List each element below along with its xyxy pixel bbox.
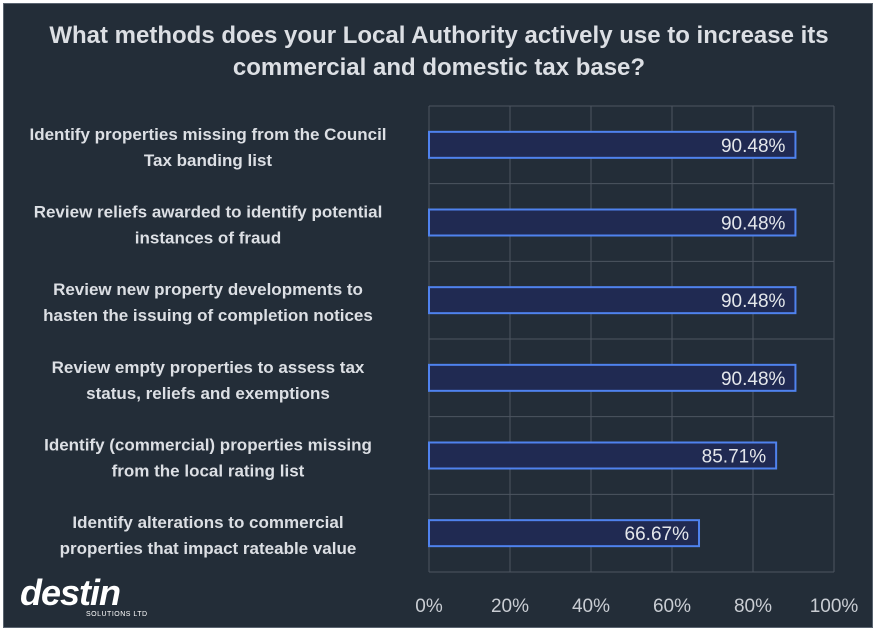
x-tick-label: 80% <box>734 596 772 617</box>
data-label: 90.48% <box>721 291 786 312</box>
category-label-line: Identify alterations to commercial <box>72 513 343 532</box>
category-label-line: properties that impact rateable value <box>60 539 357 558</box>
x-axis-ticks: 0% 20% 40% 60% 80% 100% <box>415 596 858 617</box>
category-label-line: Tax banding list <box>144 151 272 170</box>
category-label: Review new property developments to haste… <box>43 280 373 325</box>
category-label: Identify (commercial) properties missing… <box>44 436 372 481</box>
bar-5 <box>428 441 778 470</box>
category-label: Review empty properties to assess tax sta… <box>52 358 365 403</box>
logo-subtitle: SOLUTIONS LTD <box>86 611 148 618</box>
x-tick-label: 0% <box>415 596 443 617</box>
category-label-line: hasten the issuing of completion notices <box>43 306 373 325</box>
category-label-line: Review new property developments to <box>53 280 363 299</box>
x-tick-label: 20% <box>491 596 529 617</box>
category-label: Review reliefs awarded to identify poten… <box>34 203 383 248</box>
category-label-line: Identify (commercial) properties missing <box>44 436 372 455</box>
category-label: Identify alterations to commercial proper… <box>60 513 357 558</box>
data-label: 66.67% <box>625 524 690 545</box>
bar-1 <box>428 130 797 159</box>
logo-wordmark: destin <box>20 572 121 613</box>
bar-3 <box>428 286 797 315</box>
category-label: Identify properties missing from the Cou… <box>29 125 386 170</box>
destin-logo: destin SOLUTIONS LTD <box>20 572 150 622</box>
category-label-line: instances of fraud <box>135 229 281 248</box>
category-label-line: from the local rating list <box>112 462 305 481</box>
x-tick-label: 100% <box>810 596 859 617</box>
category-label-line: Review empty properties to assess tax <box>52 358 365 377</box>
x-tick-label: 60% <box>653 596 691 617</box>
bar-2 <box>428 208 797 237</box>
category-labels: Identify properties missing from the Cou… <box>29 125 386 558</box>
bar-4 <box>428 363 797 392</box>
data-label: 90.48% <box>721 214 786 235</box>
data-label: 85.71% <box>702 447 767 468</box>
category-label-line: Review reliefs awarded to identify poten… <box>34 203 383 222</box>
bar-6 <box>428 519 701 548</box>
category-label-line: Identify properties missing from the Cou… <box>29 125 386 144</box>
data-label: 90.48% <box>721 369 786 390</box>
x-tick-label: 40% <box>572 596 610 617</box>
data-label: 90.48% <box>721 136 786 157</box>
grid-lines <box>428 105 835 573</box>
chart-title: What methods does your Local Authority a… <box>49 22 829 81</box>
category-label-line: status, reliefs and exemptions <box>86 384 330 403</box>
bars: 90.48% 90.48% 90.48% 90.48% 85.71% 66.67% <box>428 130 797 548</box>
